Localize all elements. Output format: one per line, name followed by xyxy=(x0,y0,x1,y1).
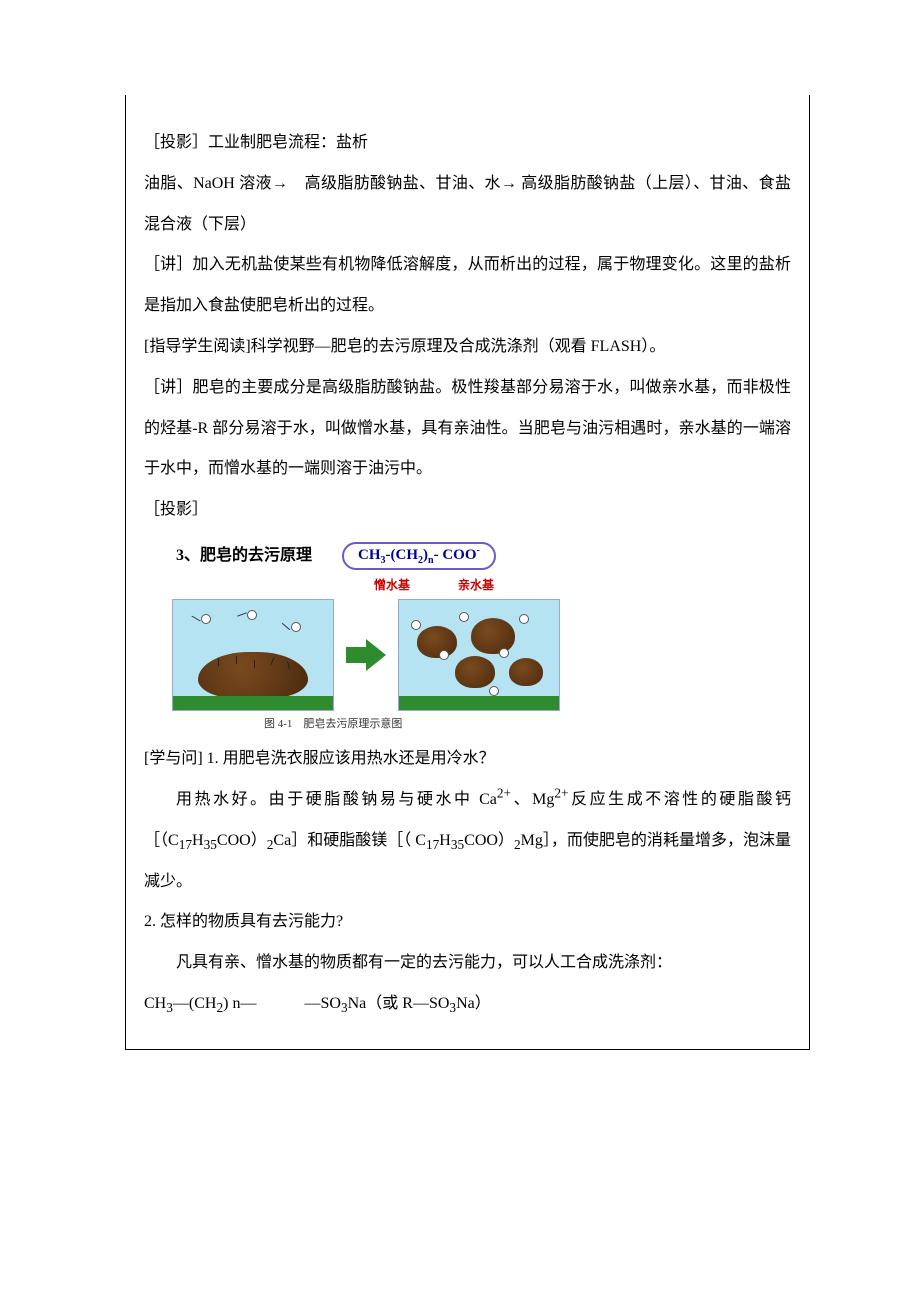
f-e: Na） xyxy=(456,995,491,1012)
p-lecture-salting: ［讲］加入无机盐使某些有机物降低溶解度，从而析出的过程，属于物理变化。这里的盐析… xyxy=(144,245,791,327)
f-b: —(CH xyxy=(173,995,217,1012)
oil-blob xyxy=(198,652,308,698)
q1-c17: 17 xyxy=(179,837,192,852)
formula-ch2: -(CH xyxy=(386,547,419,563)
q1-mg-sup: 2+ xyxy=(554,786,568,801)
q2-label: 2. 怎样的物质具有去污能力? xyxy=(144,902,791,943)
f-a: CH xyxy=(144,995,166,1012)
content-frame: ［投影］工业制肥皂流程：盐析 油脂、NaOH 溶液→ 高级脂肪酸钠盐、甘油、水→… xyxy=(125,95,810,1050)
p-process-flow: 油脂、NaOH 溶液→ 高级脂肪酸钠盐、甘油、水→ 高级脂肪酸钠盐（上层）、甘油… xyxy=(144,164,791,246)
f-c: ) n— —SO xyxy=(223,995,341,1012)
formula-coo: - COO xyxy=(434,547,477,563)
label-gap xyxy=(410,578,458,592)
micelle xyxy=(471,618,515,654)
formula-neg: - xyxy=(477,545,480,556)
q1-ca-sup: 2+ xyxy=(497,786,511,801)
page: ［投影］工业制肥皂流程：盐析 油脂、NaOH 溶液→ 高级脂肪酸钠盐、甘油、水→… xyxy=(0,0,920,1110)
p-projection: ［投影］ xyxy=(144,490,791,531)
diagram-panel-before xyxy=(172,599,334,711)
label-hydrophilic: 亲水基 xyxy=(458,578,494,592)
q1-hb: H xyxy=(439,832,451,849)
q1-t2: 、Mg xyxy=(511,791,554,808)
p-guide-reading: [指导学生阅读]科学视野—肥皂的去污原理及合成洗涤剂（观看 FLASH）。 xyxy=(144,327,791,368)
p-projection-title: ［投影］工业制肥皂流程：盐析 xyxy=(144,123,791,164)
f-a3: 3 xyxy=(166,1000,173,1015)
q1-t1: 用热水好。由于硬脂酸钠易与硬水中 Ca xyxy=(176,791,497,808)
p-lecture-soap: ［讲］肥皂的主要成分是高级脂肪酸钠盐。极性羧基部分易溶于水，叫做亲水基，而非极性… xyxy=(144,368,791,490)
q1-twob: 2 xyxy=(514,837,521,852)
diagram-heading: 3、肥皂的去污原理 xyxy=(176,547,312,564)
ground-strip xyxy=(399,696,559,710)
q1-mgf: COO） xyxy=(464,832,514,849)
label-hydrophobic: 憎水基 xyxy=(374,578,410,592)
soap-diagram xyxy=(172,599,791,711)
micelle xyxy=(455,656,495,688)
group-labels: 憎水基 亲水基 xyxy=(374,576,791,593)
detergent-formula: CH3—(CH2) n— —SO3Na（或 R—SO3Na） xyxy=(144,984,791,1025)
diagram-panel-after xyxy=(398,599,560,711)
formula-ch: CH xyxy=(358,547,381,563)
q1-label: [学与问] 1. 用肥皂洗衣服应该用热水还是用冷水？ xyxy=(144,739,791,780)
f-d: Na（或 R—SO xyxy=(348,995,450,1012)
f-so3: 3 xyxy=(341,1000,348,1015)
q1-coo: COO） xyxy=(217,832,267,849)
arrow-icon xyxy=(346,639,386,671)
q1-c17b: 17 xyxy=(426,837,439,852)
q1-h: H xyxy=(192,832,204,849)
micelle xyxy=(509,658,543,686)
q1-answer: 用热水好。由于硬脂酸钠易与硬水中 Ca2+、Mg2+反应生成不溶性的硬脂酸钙［（… xyxy=(144,780,791,902)
q1-ca: Ca］和硬脂酸镁［（ C xyxy=(273,832,426,849)
q1-h35: 35 xyxy=(204,837,217,852)
ground-strip xyxy=(173,696,333,710)
soap-formula-pill: CH3-(CH2)n- COO- xyxy=(342,542,496,570)
micelle xyxy=(417,626,457,658)
diagram-caption: 图 4-1 肥皂去污原理示意图 xyxy=(264,715,791,731)
diagram-heading-row: 3、肥皂的去污原理 CH3-(CH2)n- COO- xyxy=(144,541,791,570)
q1-h35b: 35 xyxy=(451,837,464,852)
q2-answer: 凡具有亲、憎水基的物质都有一定的去污能力，可以人工合成洗涤剂： xyxy=(144,943,791,984)
